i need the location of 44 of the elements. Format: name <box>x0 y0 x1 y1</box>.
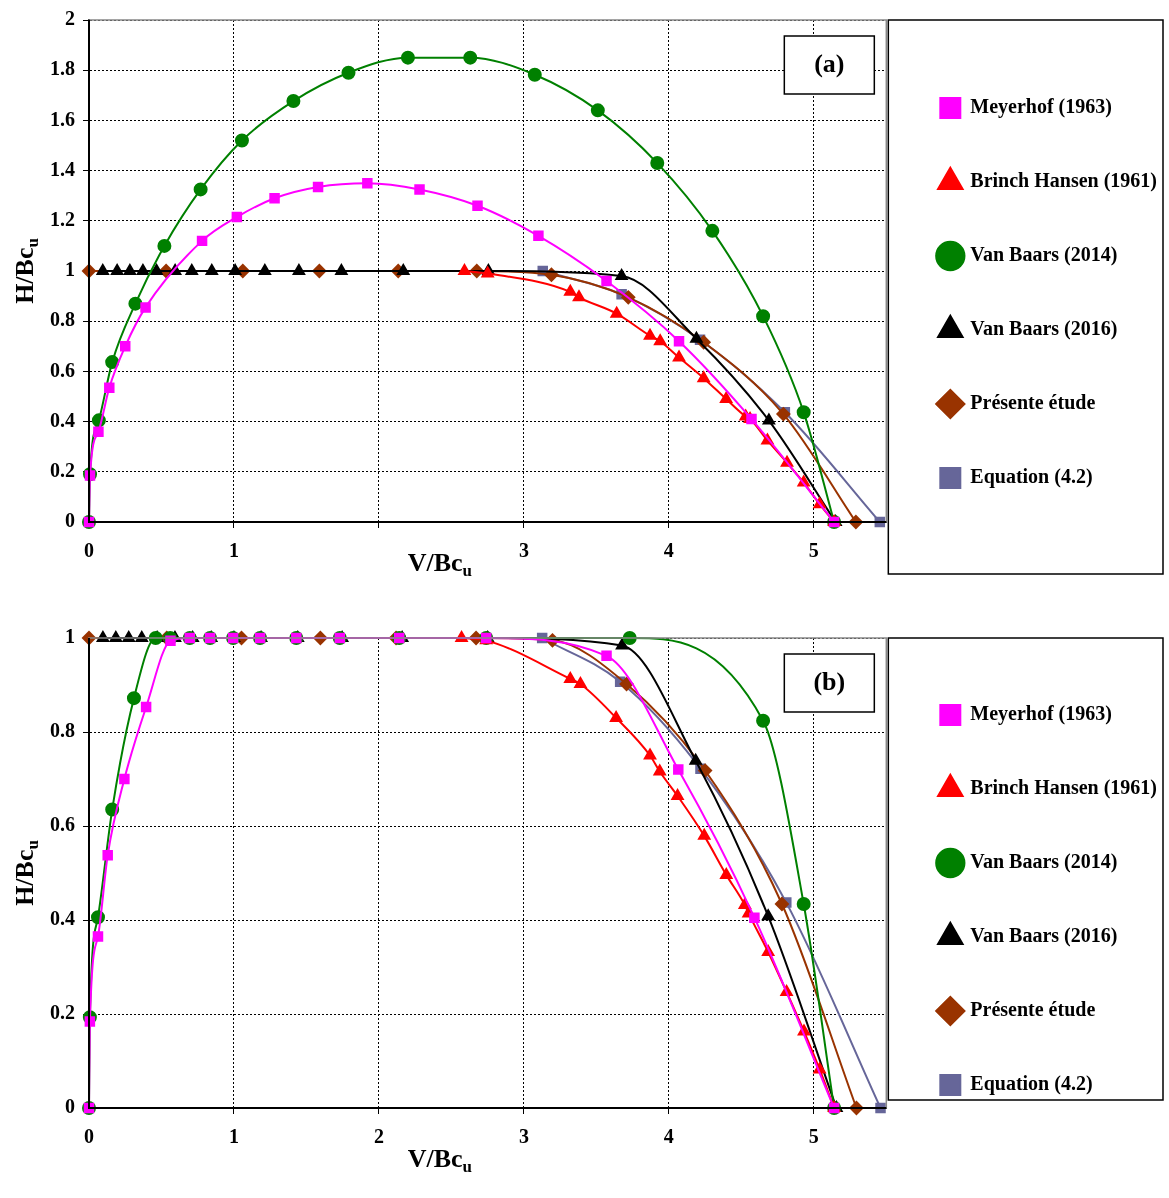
y-tick-label: 0.8 <box>50 308 75 331</box>
y-tick-label: 0.2 <box>50 458 75 481</box>
y-tick-label: 1.6 <box>50 107 75 130</box>
x-tick-label: 5 <box>808 1125 819 1148</box>
y-tick-label: 2 <box>65 7 75 30</box>
y-tick-label: 1.2 <box>50 207 75 230</box>
legend-label: Van Baars (2016) <box>970 317 1118 341</box>
x-tick-label: 0 <box>84 1125 94 1148</box>
legend-label: Equation (4.2) <box>970 465 1093 489</box>
legend-label: Présente étude <box>970 998 1096 1021</box>
x-tick-label: 5 <box>808 539 819 562</box>
annotation: (a) <box>814 48 845 78</box>
legend-label: Van Baars (2014) <box>970 850 1118 874</box>
legend-label: Van Baars (2016) <box>970 924 1118 948</box>
x-tick-label: 4 <box>663 1125 674 1148</box>
y-tick-label: 1 <box>65 258 75 281</box>
y-tick-label: 0.6 <box>50 813 75 836</box>
y-tick-label: 1.4 <box>50 157 75 180</box>
x-tick-label: 1 <box>228 1125 239 1148</box>
y-tick-label: 0.2 <box>50 1001 75 1024</box>
x-tick-label: 4 <box>663 539 674 562</box>
legend-label: Brinch Hansen (1961) <box>970 776 1158 800</box>
legend-label: Meyerhof (1963) <box>970 702 1112 726</box>
y-tick-label: 1.8 <box>50 57 75 80</box>
x-tick-label: 3 <box>518 1125 529 1148</box>
y-tick-label: 0.6 <box>50 358 75 381</box>
y-tick-label: 1 <box>65 625 75 648</box>
y-tick-label: 0.4 <box>50 408 75 431</box>
y-tick-label: 0.8 <box>50 719 75 742</box>
legend-label: Equation (4.2) <box>970 1072 1093 1096</box>
annotation: (b) <box>813 666 846 696</box>
legend-label: Meyerhof (1963) <box>970 95 1112 119</box>
y-tick-label: 0 <box>65 1095 75 1118</box>
x-tick-label: 1 <box>228 539 239 562</box>
y-tick-label: 0 <box>65 509 75 532</box>
x-tick-label: 3 <box>518 539 529 562</box>
y-axis-title: H/Bcu <box>9 238 43 304</box>
y-axis-title: H/Bcu <box>9 840 43 906</box>
x-tick-label: 0 <box>84 539 94 562</box>
x-tick-label: 2 <box>373 1125 384 1148</box>
legend-label: Brinch Hansen (1961) <box>970 169 1158 193</box>
legend-label: Présente étude <box>970 391 1096 414</box>
legend-label: Van Baars (2014) <box>970 243 1118 267</box>
y-tick-label: 0.4 <box>50 907 75 930</box>
